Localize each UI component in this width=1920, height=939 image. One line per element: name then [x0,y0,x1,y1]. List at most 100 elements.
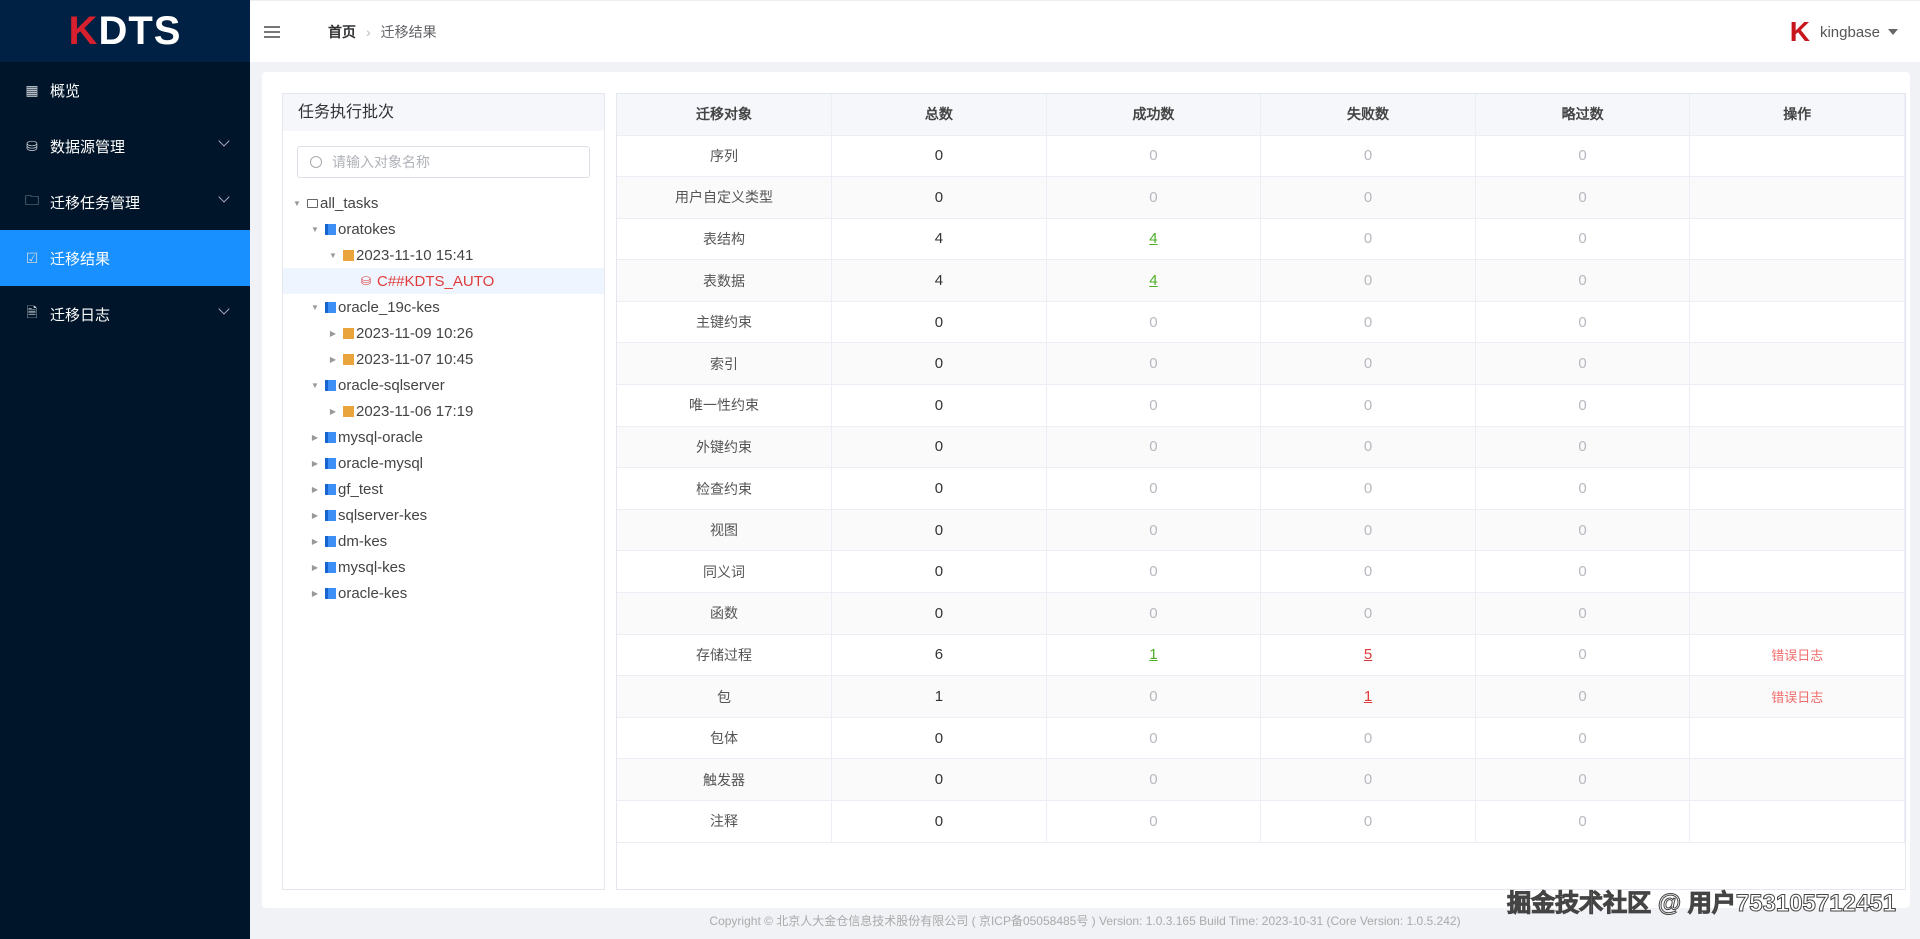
caret-right-icon[interactable]: ▶ [311,484,319,494]
success-count-link[interactable]: 1 [1149,646,1158,664]
skip-cell: 0 [1475,800,1691,843]
document-icon: 🗎 [26,304,38,320]
tree-node[interactable]: ▶ 2023-11-06 17:19 [283,398,604,424]
fail-cell: 0 [1260,509,1476,552]
caret-down-icon[interactable]: ▼ [311,380,319,390]
tree-node-label: oracle-sqlserver [338,376,445,394]
clipboard-icon [343,353,354,365]
watermark: 掘金技术社区 @ 用户753105712451 [1507,890,1897,918]
tree-node[interactable]: ▶ mysql-oracle [283,424,604,450]
sidebar-item-3[interactable]: ☑ 迁移结果 [0,230,250,286]
total-cell: 0 [831,384,1047,427]
tree-node[interactable]: ▼ 2023-11-10 15:41 [283,242,604,268]
fail-cell: 0 [1260,550,1476,594]
total-cell: 4 [831,259,1047,302]
user-menu[interactable]: K kingbase [1790,18,1898,46]
tree-node-label: oratokes [338,220,396,238]
fail-cell: 0 [1260,342,1476,386]
tree-node[interactable]: ⛁ C##KDTS_AUTO [283,268,604,294]
total-cell: 1 [831,675,1047,718]
caret-right-icon[interactable]: ▶ [311,432,319,442]
table-row: 索引 0 0 0 0 [617,342,1905,386]
total-cell: 0 [831,800,1047,843]
column-header: 迁移对象 [617,94,833,136]
tree-node[interactable]: ▶ gf_test [283,476,604,502]
menu-toggle-icon[interactable] [264,25,280,38]
caret-right-icon[interactable]: ▶ [329,328,337,338]
total-cell: 0 [831,176,1047,219]
caret-right-icon[interactable]: ▶ [311,536,319,546]
action-cell [1689,509,1905,552]
fail-cell: 1 [1260,675,1476,718]
success-cell: 0 [1046,509,1262,552]
total-cell: 0 [831,342,1047,386]
caret-down-icon[interactable]: ▼ [311,224,319,234]
skip-cell: 0 [1475,176,1691,219]
fail-cell: 0 [1260,758,1476,801]
sidebar-item-1[interactable]: ⛁ 数据源管理 [0,118,250,174]
sidebar-item-2[interactable]: 🗀 迁移任务管理 [0,174,250,230]
caret-right-icon[interactable]: ▶ [311,458,319,468]
caret-right-icon[interactable]: ▶ [311,510,319,520]
caret-right-icon[interactable]: ▶ [311,562,319,572]
total-cell: 0 [831,135,1047,178]
database-icon: ⛁ [361,274,372,288]
column-header: 失败数 [1260,94,1476,136]
book-icon [325,535,336,547]
caret-right-icon[interactable]: ▶ [311,588,319,598]
tree-node[interactable]: ▶ mysql-kes [283,554,604,580]
tree-node[interactable]: ▼ all_tasks [283,190,604,216]
sidebar-item-0[interactable]: ▦ 概览 [0,62,250,118]
fail-cell: 0 [1260,467,1476,510]
tree-node[interactable]: ▶ sqlserver-kes [283,502,604,528]
breadcrumb-current: 迁移结果 [380,23,437,40]
table-row: 触发器 0 0 0 0 [617,758,1905,801]
error-log-link[interactable]: 错误日志 [1771,648,1824,664]
tree-node[interactable]: ▶ 2023-11-07 10:45 [283,346,604,372]
action-cell: 错误日志 [1689,634,1905,677]
success-cell: 0 [1046,550,1262,594]
success-cell: 4 [1046,259,1262,302]
skip-cell: 0 [1475,758,1691,801]
tree-node[interactable]: ▶ oracle-kes [283,580,604,606]
tree-node-label: C##KDTS_AUTO [377,272,495,290]
chevron-down-icon [218,303,230,315]
search-icon [310,156,322,168]
table-row: 函数 0 0 0 0 [617,592,1905,635]
success-cell: 1 [1046,634,1262,677]
success-count-link[interactable]: 4 [1149,230,1158,248]
tree-node[interactable]: ▼ oratokes [283,216,604,242]
table-row: 用户自定义类型 0 0 0 0 [617,176,1905,219]
fail-cell: 0 [1260,135,1476,178]
caret-down-icon[interactable]: ▼ [311,302,319,312]
fail-count-link[interactable]: 1 [1363,688,1373,706]
tree-node-label: oracle-mysql [338,454,424,472]
total-cell: 0 [831,550,1047,594]
caret-down-icon[interactable]: ▼ [293,198,301,208]
caret-right-icon[interactable]: ▶ [329,406,337,416]
tree-node[interactable]: ▼ oracle-sqlserver [283,372,604,398]
tree-node-label: mysql-kes [338,558,406,576]
tree-node-label: dm-kes [338,532,388,550]
total-cell: 0 [831,509,1047,552]
action-cell [1689,550,1905,594]
fail-count-link[interactable]: 5 [1363,646,1373,664]
book-icon [325,509,336,521]
tree-node[interactable]: ▼ oracle_19c-kes [283,294,604,320]
tree-node[interactable]: ▶ oracle-mysql [283,450,604,476]
caret-down-icon[interactable]: ▼ [329,250,337,260]
sidebar-item-4[interactable]: 🗎 迁移日志 [0,286,250,342]
action-cell [1689,717,1905,760]
object-cell: 包体 [617,717,833,760]
tree-node[interactable]: ▶ 2023-11-09 10:26 [283,320,604,346]
tree-node[interactable]: ▶ dm-kes [283,528,604,554]
search-input[interactable] [332,154,572,170]
tree-node-label: gf_test [338,480,384,498]
success-count-link[interactable]: 4 [1149,272,1158,290]
clipboard-icon [343,327,354,339]
breadcrumb-home[interactable]: 首页 [328,23,356,40]
caret-right-icon[interactable]: ▶ [329,354,337,364]
object-cell: 注释 [617,800,833,843]
error-log-link[interactable]: 错误日志 [1771,690,1824,706]
object-search[interactable] [297,146,590,178]
